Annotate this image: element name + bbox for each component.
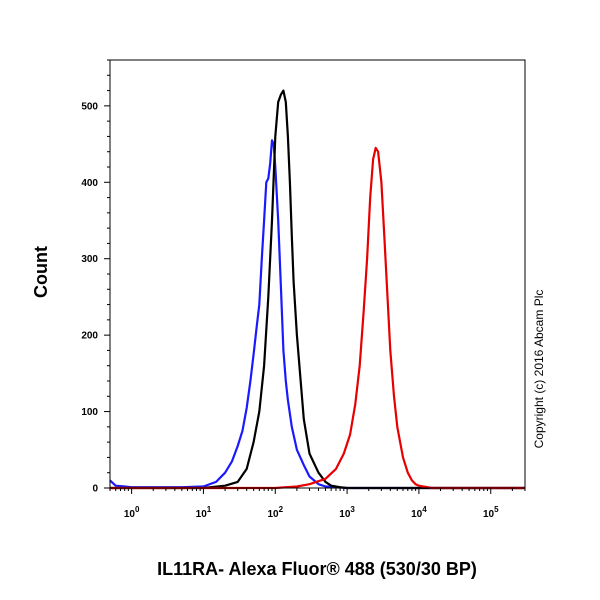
plot-frame bbox=[109, 59, 526, 489]
series-line-1 bbox=[109, 139, 525, 490]
x-tick-label: 102 bbox=[267, 505, 283, 520]
x-tick-label: 101 bbox=[196, 505, 212, 520]
x-tick-label: 100 bbox=[124, 505, 140, 520]
y-axis: 0 100 200 300 400 500 bbox=[81, 59, 110, 495]
copyright-annotation: Copyright (c) 2016 Abcam Plc bbox=[532, 290, 546, 449]
y-tick-label: 100 bbox=[81, 407, 98, 418]
x-axis-title: IL11RA- Alexa Fluor® 488 (530/30 BP) bbox=[157, 559, 477, 579]
x-axis: 100 101 102 103 104 105 bbox=[109, 488, 526, 520]
y-axis-title: Count bbox=[31, 246, 51, 298]
y-tick-label: 400 bbox=[81, 178, 98, 189]
y-tick-label: 300 bbox=[81, 254, 98, 265]
x-tick-label: 103 bbox=[339, 505, 355, 520]
plot-area bbox=[109, 89, 525, 490]
y-tick-label: 200 bbox=[81, 331, 98, 342]
y-tick-label: 0 bbox=[92, 484, 98, 495]
x-tick-label: 104 bbox=[411, 505, 427, 520]
series-line-3 bbox=[110, 146, 525, 490]
series-line-2 bbox=[110, 89, 525, 490]
x-tick-label: 105 bbox=[483, 505, 499, 520]
y-tick-label: 500 bbox=[81, 101, 98, 112]
